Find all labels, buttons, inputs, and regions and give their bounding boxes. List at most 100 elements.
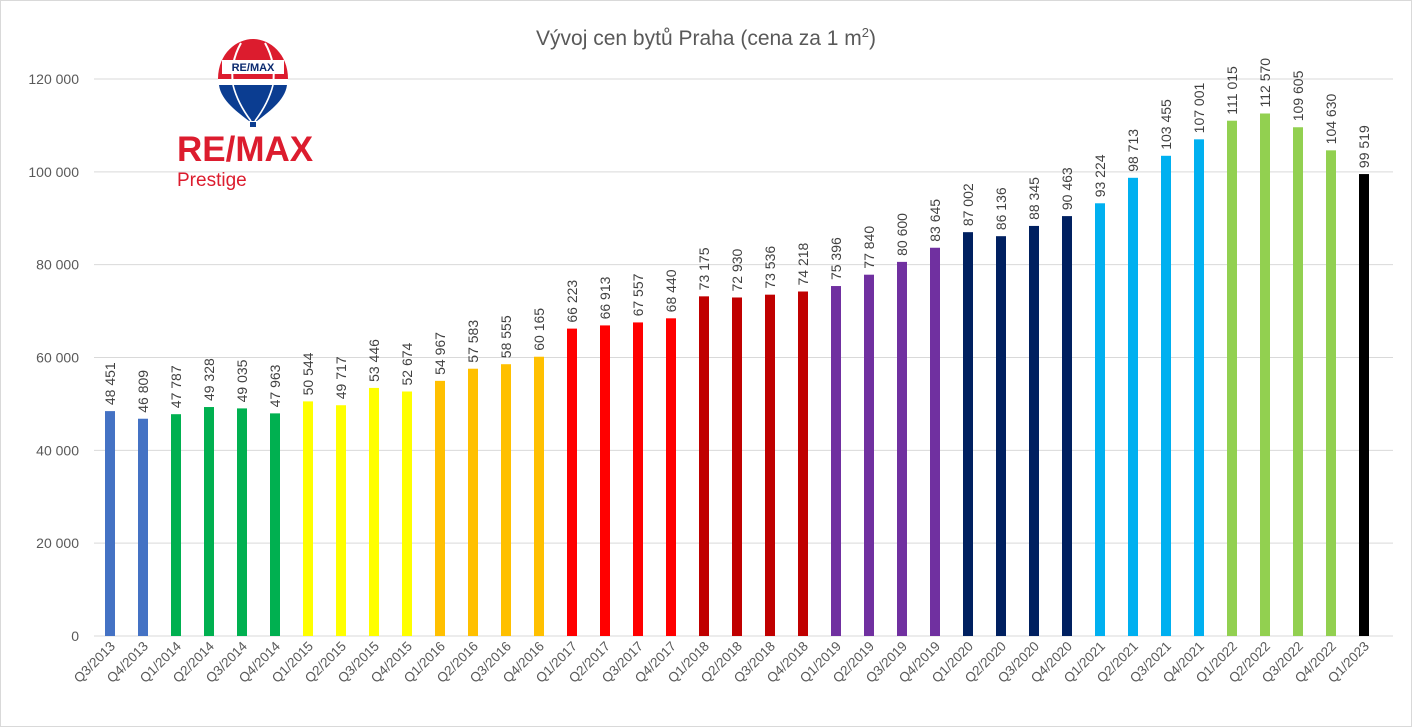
bar-q1-2016 xyxy=(435,380,445,636)
bar-q3-2013 xyxy=(105,411,115,636)
bar-q2-2017 xyxy=(600,325,610,636)
data-label: 111 015 xyxy=(1224,66,1240,115)
chart-title-superscript: 2 xyxy=(862,25,869,40)
data-label: 49 717 xyxy=(333,356,349,399)
data-label: 107 001 xyxy=(1191,83,1207,134)
data-label: 80 600 xyxy=(894,213,910,256)
bar-q4-2021 xyxy=(1194,139,1204,636)
bar-q1-2019 xyxy=(831,286,841,636)
data-label: 74 218 xyxy=(795,242,811,285)
y-axis-ticks: 0 20 000 40 000 60 000 80 000 100 000 120 000 xyxy=(28,71,79,644)
y-tick-label: 120 000 xyxy=(28,71,79,87)
bar-q2-2022 xyxy=(1260,113,1270,636)
data-label: 83 645 xyxy=(927,199,943,242)
y-tick-label: 40 000 xyxy=(36,442,79,458)
data-label: 66 223 xyxy=(564,280,580,323)
data-label: 52 674 xyxy=(399,342,415,385)
data-label: 109 605 xyxy=(1290,70,1306,121)
bar-q4-2020 xyxy=(1062,216,1072,637)
data-label: 104 630 xyxy=(1323,94,1339,145)
bar-q3-2014 xyxy=(237,408,247,636)
y-tick-label: 60 000 xyxy=(36,350,79,366)
bar-q4-2014 xyxy=(270,413,280,636)
balloon-label: RE/MAX xyxy=(232,62,275,74)
bar-q4-2019 xyxy=(930,247,940,636)
data-label: 90 463 xyxy=(1059,167,1075,210)
bar-q2-2019 xyxy=(864,274,874,636)
bar-q1-2018 xyxy=(699,296,709,636)
y-tick-label: 100 000 xyxy=(28,164,79,180)
data-label: 68 440 xyxy=(663,269,679,312)
data-label: 86 136 xyxy=(993,187,1009,230)
data-label: 60 165 xyxy=(531,308,547,351)
bar-q3-2020 xyxy=(1029,225,1039,637)
bar-q1-2022 xyxy=(1227,120,1237,636)
data-label: 48 451 xyxy=(102,362,118,405)
data-label: 53 446 xyxy=(366,339,382,382)
data-label: 103 455 xyxy=(1158,99,1174,150)
bar-q1-2014 xyxy=(171,414,181,636)
y-tick-label: 0 xyxy=(71,628,79,644)
data-label: 99 519 xyxy=(1356,125,1372,168)
bar-q2-2015 xyxy=(336,405,346,636)
bar-q1-2023 xyxy=(1359,174,1369,636)
data-label: 47 963 xyxy=(267,364,283,407)
data-label: 50 544 xyxy=(300,352,316,395)
x-axis-categories: Q3/2013Q4/2013Q1/2014Q2/2014Q3/2014Q4/20… xyxy=(71,638,1372,686)
data-label: 77 840 xyxy=(861,226,877,269)
data-label: 75 396 xyxy=(828,237,844,280)
balloon-icon: RE/MAX xyxy=(218,39,288,127)
data-label: 98 713 xyxy=(1125,129,1141,172)
bar-q3-2021 xyxy=(1161,155,1171,636)
bar-q1-2015 xyxy=(303,401,313,636)
bar-q2-2014 xyxy=(204,407,214,636)
chart-title: Vývoj cen bytů Praha (cena za 1 m2) xyxy=(536,25,876,50)
chart-title-suffix: ) xyxy=(869,27,876,50)
bar-q4-2017 xyxy=(666,318,676,636)
bar-q4-2013 xyxy=(138,418,148,636)
data-label: 54 967 xyxy=(432,332,448,375)
bar-q3-2022 xyxy=(1293,127,1303,636)
bar-q3-2017 xyxy=(633,322,643,636)
data-label: 57 583 xyxy=(465,320,481,363)
logo-brand-text: RE/MAX xyxy=(177,130,314,169)
data-label: 112 570 xyxy=(1257,58,1273,108)
remax-logo: RE/MAX RE/MAX Prestige xyxy=(177,39,314,191)
bar-q4-2018 xyxy=(798,291,808,636)
data-label: 93 224 xyxy=(1092,154,1108,197)
data-label: 72 930 xyxy=(729,248,745,291)
bar-q2-2021 xyxy=(1128,177,1138,636)
data-label: 46 809 xyxy=(135,370,151,413)
bar-q1-2017 xyxy=(567,328,577,636)
data-label: 66 913 xyxy=(597,276,613,319)
data-label: 88 345 xyxy=(1026,177,1042,220)
bar-q2-2018 xyxy=(732,297,742,636)
chart-title-main: Vývoj cen bytů Praha (cena za 1 m xyxy=(536,27,862,50)
bar-q3-2016 xyxy=(501,364,511,636)
data-label: 67 557 xyxy=(630,273,646,316)
y-tick-label: 20 000 xyxy=(36,535,79,551)
bar-q4-2022 xyxy=(1326,150,1336,637)
bar-q4-2015 xyxy=(402,391,412,636)
bar-q3-2018 xyxy=(765,294,775,636)
bar-q2-2016 xyxy=(468,368,478,636)
bar-q1-2021 xyxy=(1095,203,1105,636)
bars xyxy=(105,113,1369,637)
data-label: 49 035 xyxy=(234,359,250,402)
data-label: 73 536 xyxy=(762,246,778,289)
data-label: 58 555 xyxy=(498,315,514,358)
data-labels: 48 451 46 809 47 787 49 328 49 035 47 963 50 5… xyxy=(102,58,1372,413)
data-label: 47 787 xyxy=(168,365,184,408)
data-label: 49 328 xyxy=(201,358,217,401)
bar-q1-2020 xyxy=(963,232,973,636)
y-tick-label: 80 000 xyxy=(36,257,79,273)
bar-q2-2020 xyxy=(996,236,1006,636)
logo-sub-text: Prestige xyxy=(177,170,247,191)
bar-q3-2019 xyxy=(897,261,907,636)
bar-q3-2015 xyxy=(369,387,379,636)
data-label: 87 002 xyxy=(960,183,976,226)
data-label: 73 175 xyxy=(696,247,712,290)
bar-q4-2016 xyxy=(534,356,544,636)
